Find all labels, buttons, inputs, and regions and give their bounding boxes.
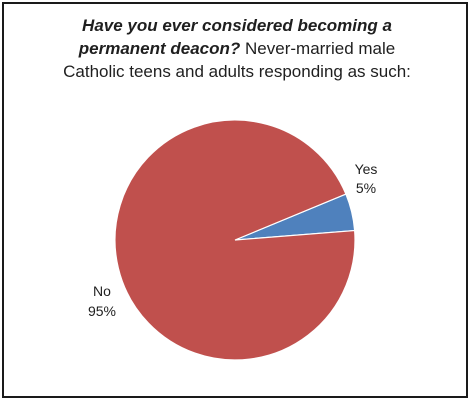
pie-slice-no xyxy=(114,119,356,361)
chart-title-line-1: Have you ever considered becoming a xyxy=(82,16,392,35)
chart-title-subject: Never-married male xyxy=(240,39,396,58)
chart-title-question-end: permanent deacon? xyxy=(78,39,241,58)
chart-title: Have you ever considered becoming a perm… xyxy=(4,14,470,83)
chart-title-line-2: permanent deacon? Never-married male xyxy=(4,37,470,60)
slice-value-label-yes: 5% xyxy=(356,180,376,196)
slice-value-label-no: 95% xyxy=(88,303,116,319)
pie-slices xyxy=(114,119,356,361)
slice-label-no: No xyxy=(93,283,111,299)
slice-label-yes: Yes xyxy=(355,161,378,177)
chart-title-line-3: Catholic teens and adults responding as … xyxy=(63,62,411,81)
pie-labels: Yes 5% No 95% xyxy=(88,161,377,319)
